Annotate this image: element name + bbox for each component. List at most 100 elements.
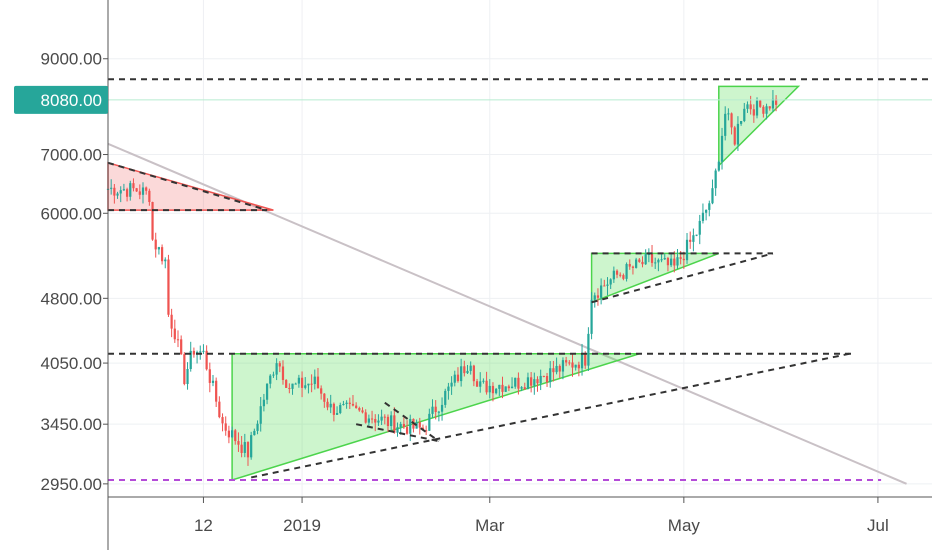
candle-body-27 [192,350,196,355]
candle-body-132 [526,377,530,390]
candle-body-161 [619,274,622,276]
candle-body-106 [444,390,447,405]
candle-body-202 [749,104,752,110]
x-axis-labels: 12 2019 Mar May Jul [194,497,889,535]
candle-body-58 [291,383,294,389]
candle-body-19 [167,259,170,315]
candle-body-145 [568,362,571,364]
candle-body-141 [555,365,558,373]
candle-body-50 [265,383,269,400]
current-price-label: 8080.00 [41,91,102,110]
candle-body-152 [590,299,593,334]
candle-body-192 [717,161,720,171]
candle-body-122 [495,388,498,394]
current-price-box [14,85,108,114]
candle-body-73 [339,405,342,413]
candle-body-182 [685,239,689,261]
candle-body-170 [647,253,650,255]
candle-body-186 [698,220,701,235]
candle-body-178 [673,258,676,266]
candle-body-104 [437,411,440,413]
x-tick-label-1: 2019 [283,516,321,535]
candle-body-150 [584,353,587,366]
candle-body-189 [708,203,711,210]
candle-body-39 [230,430,234,438]
candle-body-85 [377,420,380,423]
candle-body-61 [300,377,304,388]
candle-body-155 [600,285,603,298]
candle-body-123 [498,384,501,389]
candle-body-24 [183,354,186,385]
candle-body-41 [237,441,240,445]
candle-body-62 [304,385,307,388]
candle-body-94 [405,427,409,434]
candle-body-194 [724,113,727,136]
candle-body-154 [596,295,600,298]
candle-body-40 [234,430,237,442]
candle-body-209 [771,98,775,109]
y-tick-label-0: 9000.00 [41,50,102,69]
candle-body-144 [565,360,568,363]
candle-body-136 [539,375,542,384]
candle-body-3 [116,193,119,196]
candle-body-1 [110,187,113,189]
candle-body-197 [733,127,736,145]
dashed-line-8 [384,401,440,442]
candle-body-129 [517,377,520,389]
candle-body-9 [135,188,138,192]
candle-body-165 [631,266,635,268]
candle-body-146 [571,362,574,368]
candle-body-169 [644,254,647,265]
candle-body-134 [533,379,536,386]
candle-body-7 [129,183,132,197]
candle-body-92 [399,423,402,428]
candle-body-183 [689,239,692,242]
candle-body-91 [396,427,399,433]
candle-body-47 [256,423,259,431]
candle-body-153 [593,295,596,300]
candle-body-71 [332,403,335,415]
candle-body-135 [536,379,539,384]
candle-body-33 [211,380,215,383]
candle-body-13 [148,190,151,203]
candle-body-14 [151,202,154,240]
candlestick-series [106,90,778,466]
candle-body-5 [122,189,126,191]
x-tick-label-4: Jul [867,516,889,535]
candle-body-201 [746,104,749,109]
candle-body-125 [504,386,507,392]
candle-body-198 [736,123,740,145]
candle-body-195 [727,113,730,115]
candle-body-31 [205,350,208,370]
current-price-badge: 8080.00 [14,85,108,114]
candle-body-180 [679,257,682,259]
candle-body-43 [243,442,246,453]
candle-body-68 [323,393,326,402]
candle-body-127 [510,386,514,389]
candle-body-76 [348,402,351,404]
candle-body-126 [507,386,510,389]
candle-body-190 [711,188,714,204]
candle-body-105 [440,404,444,412]
candle-body-10 [138,191,141,195]
candle-body-124 [501,384,504,392]
candle-body-118 [482,380,485,382]
candle-body-163 [625,264,628,279]
candle-body-80 [361,410,364,413]
candle-body-117 [479,381,482,387]
y-axis-labels: 9000.00 7000.00 6000.00 4800.00 4050.00 3450.… [41,50,108,494]
candle-body-60 [297,377,301,384]
candle-body-88 [386,416,390,427]
candle-body-17 [160,247,164,262]
candle-body-83 [370,418,374,420]
candle-body-206 [762,106,765,114]
candle-body-131 [523,387,526,390]
candle-body-188 [705,209,708,213]
candle-body-200 [743,108,746,121]
candle-body-67 [320,388,323,394]
candle-body-15 [154,239,157,250]
candle-body-114 [469,365,472,371]
candle-body-193 [720,135,724,162]
candle-body-168 [641,261,644,265]
